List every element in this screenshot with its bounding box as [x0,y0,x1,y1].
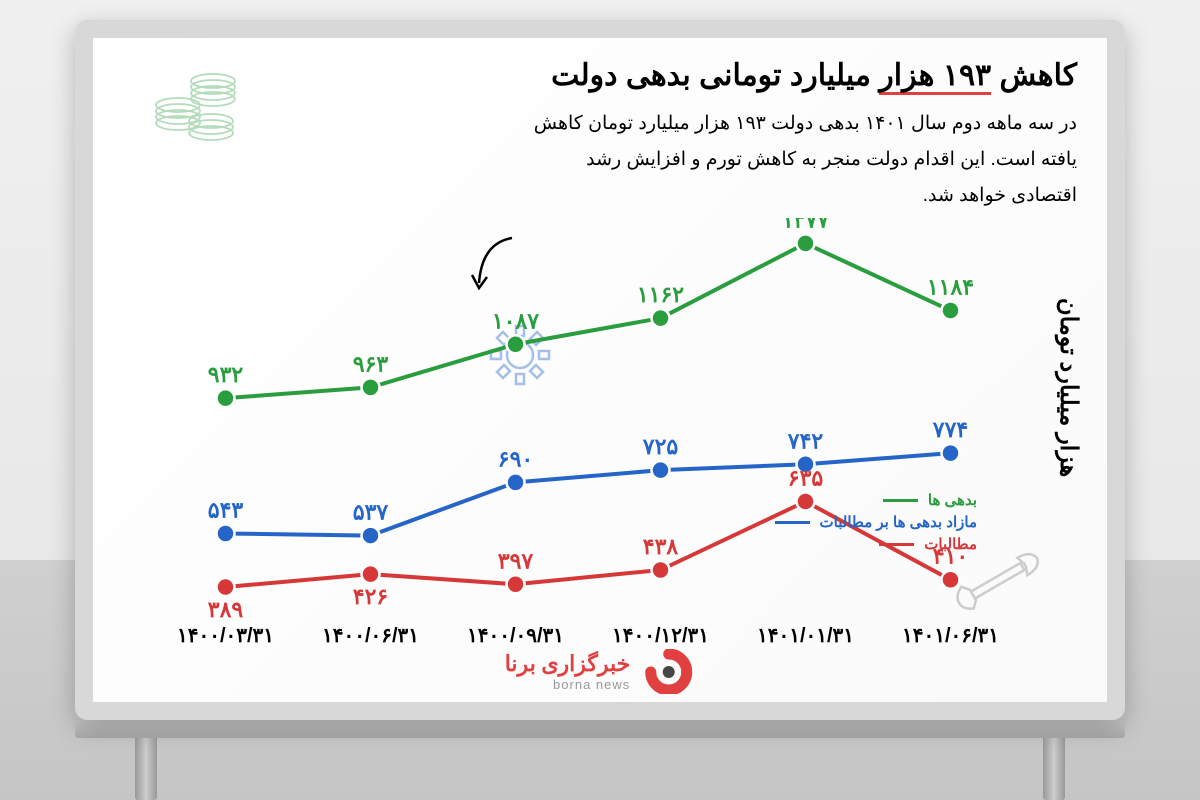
whiteboard-content: کاهش ۱۹۳ هزار میلیارد تومانی بدهی دولت د… [93,38,1107,702]
svg-text:۳۸۹: ۳۸۹ [208,597,244,618]
svg-text:۹۳۲: ۹۳۲ [208,362,244,387]
chart-title: کاهش ۱۹۳ هزار میلیارد تومانی بدهی دولت [551,58,1077,93]
chart-description: در سه ماهه دوم سال ۱۴۰۱ بدهی دولت ۱۹۳ هز… [517,106,1077,214]
svg-text:۶۹۰: ۶۹۰ [498,446,533,471]
svg-text:۹۶۳: ۹۶۳ [353,351,389,376]
logo-farsi: خبرگزاری برنا [505,651,631,677]
svg-text:۶۳۵: ۶۳۵ [788,465,824,490]
x-axis-label: ۱۴۰۰/۰۶/۳۱ [322,623,419,648]
x-axis-labels: ۱۴۰۰/۰۳/۳۱ ۱۴۰۰/۰۶/۳۱ ۱۴۰۰/۰۹/۳۱ ۱۴۰۰/۱۲/۳۱… [153,623,1023,648]
x-axis-label: ۱۴۰۱/۰۱/۳۱ [757,623,854,648]
title-underline: ۱۹۳ هزار [879,59,991,95]
svg-text:۱۰۸۷: ۱۰۸۷ [492,308,539,333]
legend-item: مطالبات [775,535,977,553]
svg-text:۵۴۳: ۵۴۳ [208,497,244,522]
legend-item: مازاد بدهی ها بر مطالبات [775,513,977,531]
y-axis-label: هزار میلیارد تومان [1054,298,1082,477]
svg-text:۱۱۶۲: ۱۱۶۲ [637,282,684,307]
logo-icon [640,649,695,694]
svg-text:۷۲۵: ۷۲۵ [642,434,679,459]
x-axis-label: ۱۴۰۰/۰۳/۳۱ [177,623,274,648]
whiteboard: کاهش ۱۹۳ هزار میلیارد تومانی بدهی دولت د… [75,20,1125,720]
svg-text:۷۷۴: ۷۷۴ [932,417,968,442]
logo-english: borna news [505,677,631,692]
svg-text:۱۱۸۴: ۱۱۸۴ [927,275,974,300]
money-stack-icon [133,63,243,153]
svg-text:۳۹۷: ۳۹۷ [498,548,534,573]
svg-text:۵۳۷: ۵۳۷ [353,500,389,525]
legend-item: بدهی ها [775,491,977,509]
x-axis-label: ۱۴۰۰/۰۹/۳۱ [467,623,564,648]
svg-text:۷۴۲: ۷۴۲ [787,428,824,453]
svg-text:۴۲۶: ۴۲۶ [353,584,388,609]
chart-legend: بدهی ها مازاد بدهی ها بر مطالبات مطالبات [775,491,977,557]
logo-text: خبرگزاری برنا borna news [505,651,631,692]
x-axis-label: ۱۴۰۱/۰۶/۳۱ [902,623,999,648]
chart-area: ۹۳۲ ۹۶۳ ۱۰۸۷ ۱۱۶۲ ۱۳۷۷ ۱۱۸۴ ۵۴۳ ۵۳۷ ۶۹۰ ۷۲۵ ۷۴۲ ۷۷۴… [153,218,1023,618]
title-suffix: میلیارد تومانی بدهی دولت [551,59,879,92]
line-chart: ۹۳۲ ۹۶۳ ۱۰۸۷ ۱۱۶۲ ۱۳۷۷ ۱۱۸۴ ۵۴۳ ۵۳۷ ۶۹۰ ۷۲۵ ۷۴۲ ۷۷۴… [153,218,1023,618]
svg-text:۱۳۷۷: ۱۳۷۷ [782,218,829,232]
x-axis-label: ۱۴۰۰/۱۲/۳۱ [612,623,709,648]
news-logo: خبرگزاری برنا borna news [505,649,696,694]
title-prefix: کاهش [991,59,1077,92]
svg-text:۴۳۸: ۴۳۸ [643,534,679,559]
stand-tray [75,720,1125,738]
